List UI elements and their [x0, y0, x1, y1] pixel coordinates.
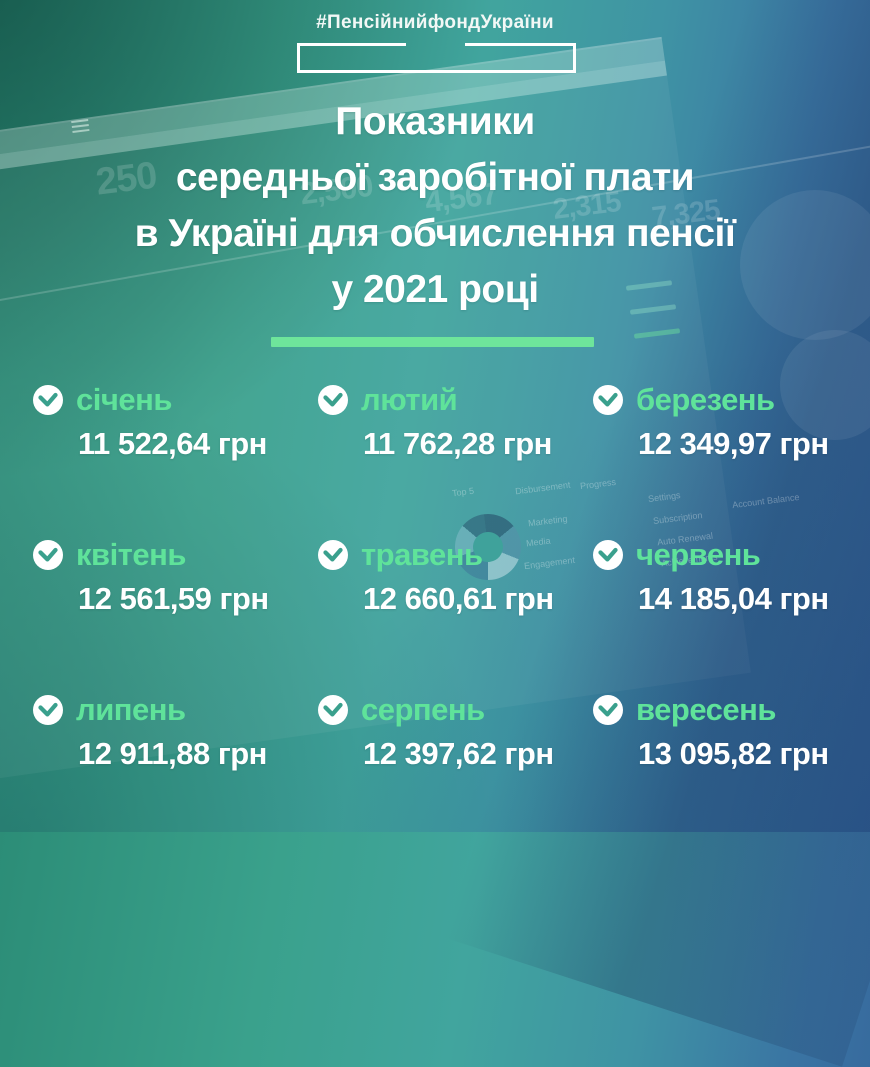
month-cell-berezen: березень 12 349,97 грн	[593, 380, 855, 535]
month-header: травень	[318, 537, 593, 573]
month-name: червень	[636, 537, 761, 572]
check-icon	[593, 695, 623, 725]
month-value: 12 349,97 грн	[638, 426, 829, 461]
month-name: лютий	[361, 382, 458, 417]
month-header: липень	[33, 692, 318, 728]
page-title: Показники середньої заробітної плати в У…	[0, 94, 870, 318]
month-cell-serpen: серпень 12 397,62 грн	[318, 690, 593, 845]
month-cell-veresen: вересень 13 095,82 грн	[593, 690, 855, 845]
month-value: 14 185,04 грн	[638, 581, 829, 616]
check-icon	[318, 695, 348, 725]
title-line-1: Показники	[335, 100, 535, 143]
title-underline	[271, 337, 594, 347]
month-value: 11 762,28 грн	[363, 426, 552, 461]
month-cell-cherven: червень 14 185,04 грн	[593, 535, 855, 690]
month-name: серпень	[361, 692, 485, 727]
month-value: 12 660,61 грн	[363, 581, 554, 616]
month-name: березень	[636, 382, 775, 417]
month-name: квітень	[76, 537, 186, 572]
month-header: січень	[33, 382, 318, 418]
month-header: лютий	[318, 382, 593, 418]
infographic-canvas: { "header": { "hashtag": "#Пенсійнийфонд…	[0, 0, 870, 832]
month-name: травень	[361, 537, 483, 572]
month-name: вересень	[636, 692, 776, 727]
month-header: квітень	[33, 537, 318, 573]
months-grid: січень 11 522,64 грн лютий 11 762,28 грн…	[33, 380, 855, 845]
month-header: березень	[593, 382, 855, 418]
check-icon	[33, 540, 63, 570]
content-layer: #ПенсійнийфондУкраїни Показники середньо…	[0, 12, 870, 771]
title-line-4: у 2021 році	[331, 268, 539, 311]
month-cell-lypen: липень 12 911,88 грн	[33, 690, 318, 845]
title-line-3: в Україні для обчислення пенсії	[134, 212, 736, 255]
check-icon	[318, 540, 348, 570]
month-value: 12 911,88 грн	[78, 736, 267, 771]
check-icon	[593, 540, 623, 570]
month-cell-liutyi: лютий 11 762,28 грн	[318, 380, 593, 535]
background-circle	[780, 330, 870, 440]
hashtag-text: #ПенсійнийфондУкраїни	[316, 12, 554, 33]
check-icon	[33, 385, 63, 415]
decorative-frame	[297, 43, 576, 73]
month-header: червень	[593, 537, 855, 573]
check-icon	[33, 695, 63, 725]
month-cell-sichen: січень 11 522,64 грн	[33, 380, 318, 535]
month-value: 12 561,59 грн	[78, 581, 269, 616]
month-cell-traven: травень 12 660,61 грн	[318, 535, 593, 690]
background-circle	[740, 190, 870, 340]
title-line-2: середньої заробітної плати	[175, 156, 695, 199]
month-cell-kviten: квітень 12 561,59 грн	[33, 535, 318, 690]
month-name: липень	[76, 692, 186, 727]
month-header: серпень	[318, 692, 593, 728]
check-icon	[593, 385, 623, 415]
check-icon	[318, 385, 348, 415]
month-name: січень	[76, 382, 172, 417]
month-header: вересень	[593, 692, 855, 728]
month-value: 12 397,62 грн	[363, 736, 554, 771]
month-value: 11 522,64 грн	[78, 426, 267, 461]
month-value: 13 095,82 грн	[638, 736, 829, 771]
